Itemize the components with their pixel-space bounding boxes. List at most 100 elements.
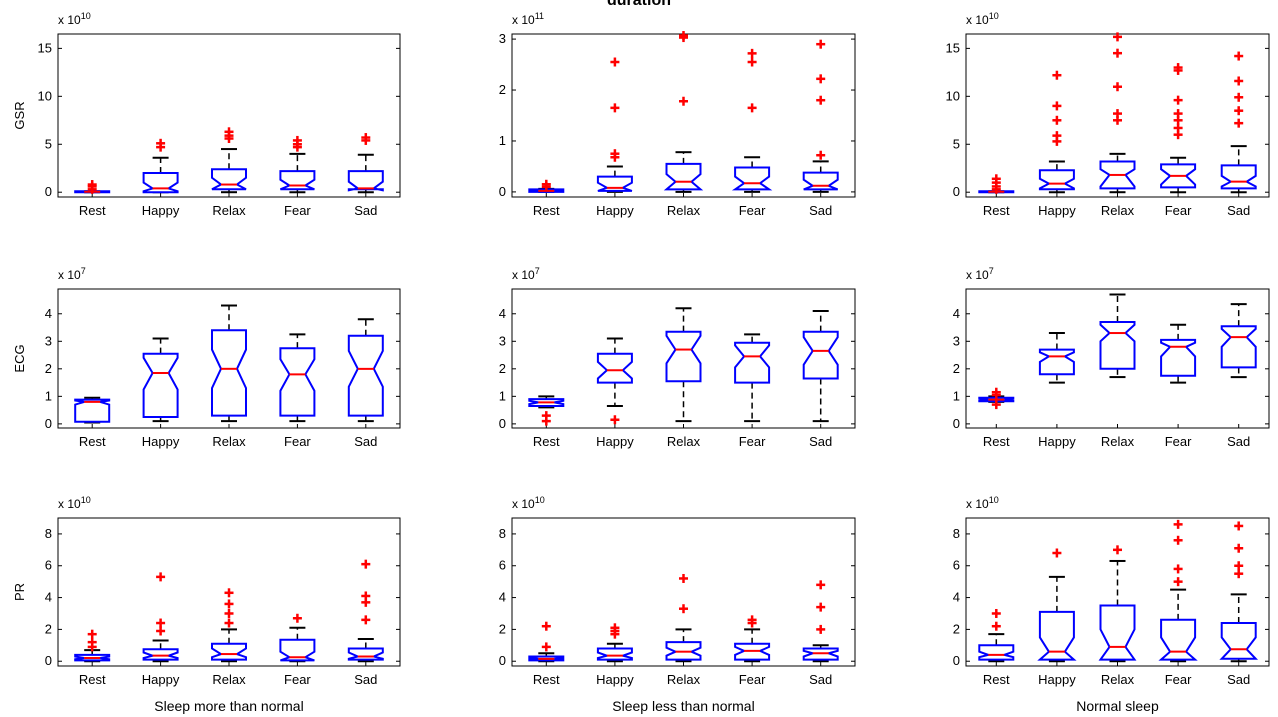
outlier-marker [1113,545,1122,555]
outlier-marker [747,103,757,113]
outlier-marker [1113,109,1122,119]
x-tick-label: Sad [354,434,377,449]
box-happy [142,172,179,194]
x-tick-label: Happy [142,203,180,218]
x-tick-label: Relax [1101,203,1135,218]
y-tick-label: 2 [45,361,52,376]
outlier-marker [747,57,757,67]
y-tick-label: 0 [953,184,960,199]
outlier-marker [361,133,371,143]
axis-multiplier: x 1010 [58,11,91,27]
outlier-marker [1234,76,1244,86]
outlier-marker [747,615,757,625]
y-tick-label: 6 [45,558,52,573]
box-relax [211,642,247,661]
axis-multiplier: x 1011 [512,11,544,27]
y-tick-label: 3 [499,333,506,348]
y-axis-label: ECG [12,344,27,372]
outlier-marker [747,48,757,58]
box-happy [142,352,179,418]
y-tick-label: 4 [953,590,960,605]
outlier-marker [1173,123,1183,133]
x-tick-label: Relax [212,203,246,218]
outlier-marker [156,138,166,148]
y-tick-label: 3 [953,333,960,348]
outlier-marker [156,626,166,636]
box-sad [347,334,384,417]
x-tick-label: Happy [1038,672,1076,687]
y-tick-label: 1 [499,388,506,403]
x-tick-label: Relax [667,434,701,449]
y-tick-label: 0 [499,653,506,668]
outlier-marker [1173,109,1183,119]
outlier-marker [1173,95,1183,105]
outlier-marker [1173,535,1183,545]
y-tick-label: 2 [499,361,506,376]
outlier-marker [610,415,620,425]
outlier-marker [292,135,302,145]
y-tick-label: 3 [45,333,52,348]
y-tick-label: 1 [499,133,506,148]
y-tick-label: 4 [45,306,52,321]
outlier-marker [679,96,688,106]
x-tick-label: Happy [596,672,634,687]
axis-multiplier-exponent: 7 [989,266,994,276]
outlier-marker [816,74,826,84]
axis-multiplier: x 1010 [58,495,91,511]
y-tick-label: 6 [499,558,506,573]
outlier-marker [679,31,688,41]
axis-multiplier-exponent: 7 [535,266,540,276]
x-tick-label: Sad [809,203,832,218]
y-tick-label: 10 [946,88,960,103]
outlier-marker [991,174,1001,184]
outlier-marker [1052,70,1062,80]
x-tick-label: Sad [809,434,832,449]
y-axis-label: GSR [12,101,27,129]
y-tick-label: 15 [946,40,960,55]
box-happy [596,647,633,661]
outlier-marker [610,103,620,113]
outlier-marker [991,400,1001,410]
outlier-marker [541,621,551,631]
box-happy [596,352,633,384]
y-tick-label: 5 [45,136,52,151]
x-tick-label: Fear [739,203,766,218]
box-fear [279,638,316,662]
box-sad [1220,164,1257,190]
outlier-marker [679,573,688,583]
axis-multiplier: x 1010 [966,11,999,27]
y-tick-label: 1 [45,388,52,403]
box-sad [1219,622,1259,660]
y-tick-label: 6 [953,558,960,573]
box-sad [802,171,839,191]
outlier-marker [816,624,826,634]
box-rest [74,398,111,423]
y-tick-label: 4 [499,306,506,321]
x-tick-label: Relax [1101,672,1135,687]
x-tick-label: Rest [533,203,560,218]
axis-multiplier: x 107 [58,266,86,282]
x-tick-label: Sad [809,672,832,687]
x-tick-label: Happy [596,203,634,218]
y-tick-label: 0 [45,653,52,668]
y-tick-label: 2 [499,621,506,636]
x-tick-label: Sad [1227,203,1250,218]
outlier-marker [1052,115,1062,125]
box-happy [142,648,179,661]
y-tick-label: 0 [953,416,960,431]
outlier-marker [1234,521,1244,531]
outlier-marker [816,602,826,612]
box-happy [1038,348,1075,376]
outlier-marker [224,127,234,137]
outlier-marker [1173,577,1183,587]
outlier-marker [679,604,688,614]
x-tick-label: Rest [983,434,1010,449]
column-label: Sleep more than normal [154,698,303,714]
y-tick-label: 4 [45,590,52,605]
y-tick-label: 0 [45,184,52,199]
box-sad [347,647,384,661]
x-tick-label: Relax [1101,434,1135,449]
y-tick-label: 10 [38,88,52,103]
x-tick-label: Fear [1165,434,1192,449]
x-tick-label: Happy [142,672,180,687]
